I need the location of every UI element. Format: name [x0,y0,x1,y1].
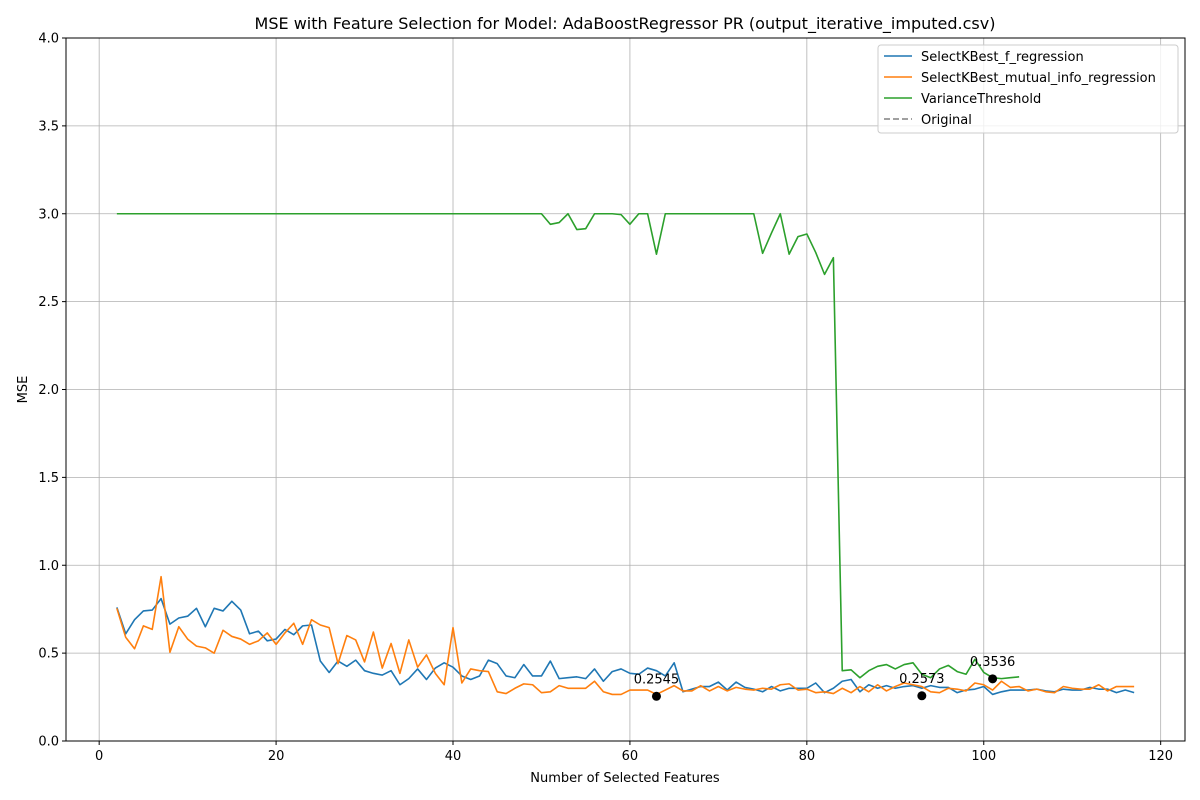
y-tick-label: 1.0 [38,559,59,574]
annotation-label-2: 0.3536 [970,655,1016,670]
annotation-label-0: 0.2545 [634,672,680,687]
annotations: 0.2545 0.2573 0.3536 [634,655,1016,701]
y-tick-label: 3.0 [38,207,59,222]
legend-label-1: SelectKBest_mutual_info_regression [921,71,1156,86]
x-axis-label: Number of Selected Features [530,771,720,786]
x-axis-ticks: 0 20 40 60 80 100 120 [95,741,1173,764]
chart-title: MSE with Feature Selection for Model: Ad… [255,14,996,34]
y-tick-label: 4.0 [38,32,59,47]
legend-box [877,44,1179,134]
y-axis-label: MSE [16,376,31,404]
x-tick-label: 120 [1148,749,1173,764]
x-tick-label: 0 [95,749,103,764]
x-tick-label: 20 [268,749,285,764]
legend: SelectKBest_f_regression SelectKBest_mutu… [877,44,1179,134]
series-line-1 [116,575,1135,696]
y-tick-label: 0.5 [38,647,59,662]
y-tick-label: 2.5 [38,295,59,310]
y-tick-label: 3.5 [38,119,59,134]
annotation-point-1 [917,691,927,701]
x-tick-label: 100 [971,749,996,764]
legend-label-0: SelectKBest_f_regression [921,50,1084,65]
x-tick-label: 40 [445,749,462,764]
legend-label-2: VarianceThreshold [921,92,1041,107]
x-tick-label: 80 [799,749,816,764]
series-line-2 [116,212,1020,680]
legend-items: SelectKBest_f_regression SelectKBest_mutu… [884,50,1156,128]
y-tick-label: 2.0 [38,383,59,398]
legend-label-3: Original [921,113,972,128]
x-tick-label: 60 [622,749,639,764]
y-tick-label: 1.5 [38,471,59,486]
annotation-label-1: 0.2573 [899,672,945,687]
annotation-point-2 [988,674,998,684]
annotation-point-0 [651,691,661,701]
y-axis-ticks: 0.0 0.5 1.0 1.5 2.0 2.5 3.0 3.5 4.0 [38,32,66,750]
series-layer [116,212,1135,696]
y-tick-label: 0.0 [38,735,59,750]
